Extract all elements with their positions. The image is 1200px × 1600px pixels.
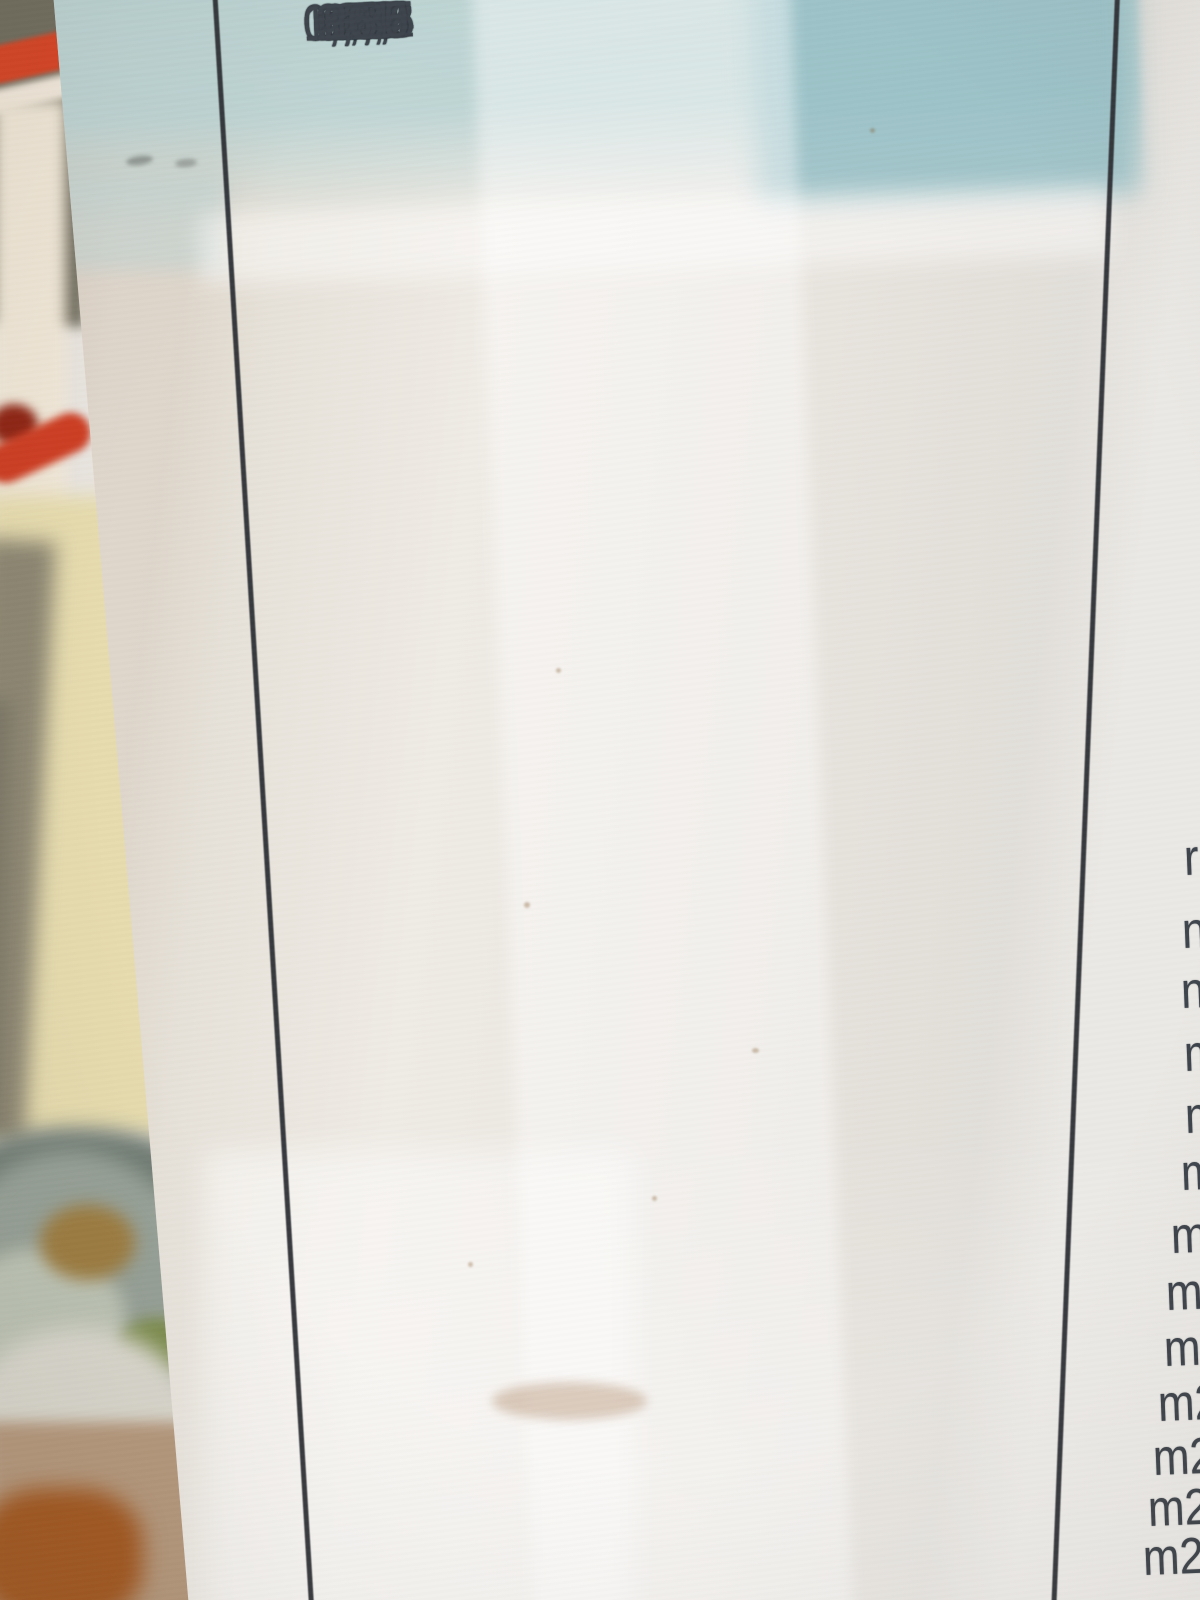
clipped-label: m: [1183, 1085, 1200, 1144]
speck: [524, 902, 530, 908]
speck: [556, 668, 561, 673]
clipped-label: m2: [1151, 1426, 1200, 1486]
clipped-label: m: [1182, 1023, 1200, 1082]
speck: [752, 1048, 759, 1053]
speck: [870, 128, 875, 133]
background-ochre-blob: [40, 1205, 135, 1280]
background-orange-blob: [0, 1488, 143, 1600]
clipped-label: m2: [1156, 1372, 1200, 1432]
clipped-label: r: [1182, 828, 1200, 886]
background-cream-strip: [0, 100, 66, 560]
clipped-label: n: [1179, 961, 1200, 1019]
clipped-label: m: [1169, 1205, 1200, 1264]
clipped-label: n: [1180, 901, 1200, 959]
speck: [652, 1196, 657, 1201]
bottom-left-highlight: [205, 1150, 635, 1600]
clipped-label: m2: [1164, 1261, 1200, 1321]
clipped-label: m24: [1141, 1525, 1200, 1586]
clipped-label: m: [1179, 1142, 1200, 1201]
brown-stain: [492, 1382, 647, 1420]
speck: [468, 1262, 473, 1267]
teal-tint-margin: [52, 175, 225, 270]
clipped-label: m2: [1162, 1317, 1200, 1377]
